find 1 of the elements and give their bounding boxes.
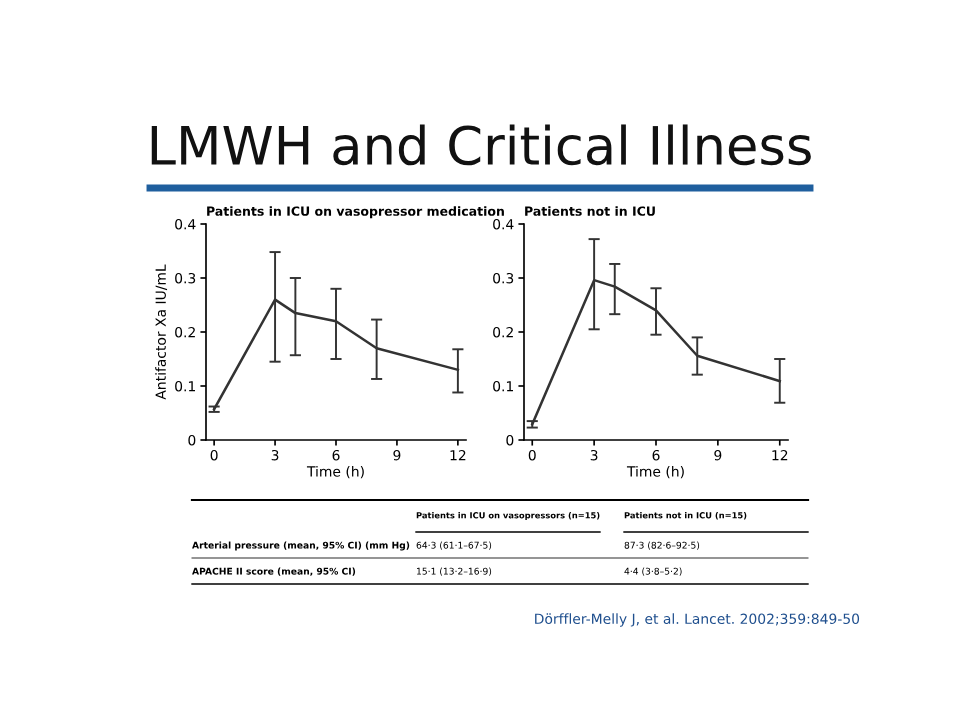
text: LMWH and Critical Illness: [151, 124, 811, 166]
